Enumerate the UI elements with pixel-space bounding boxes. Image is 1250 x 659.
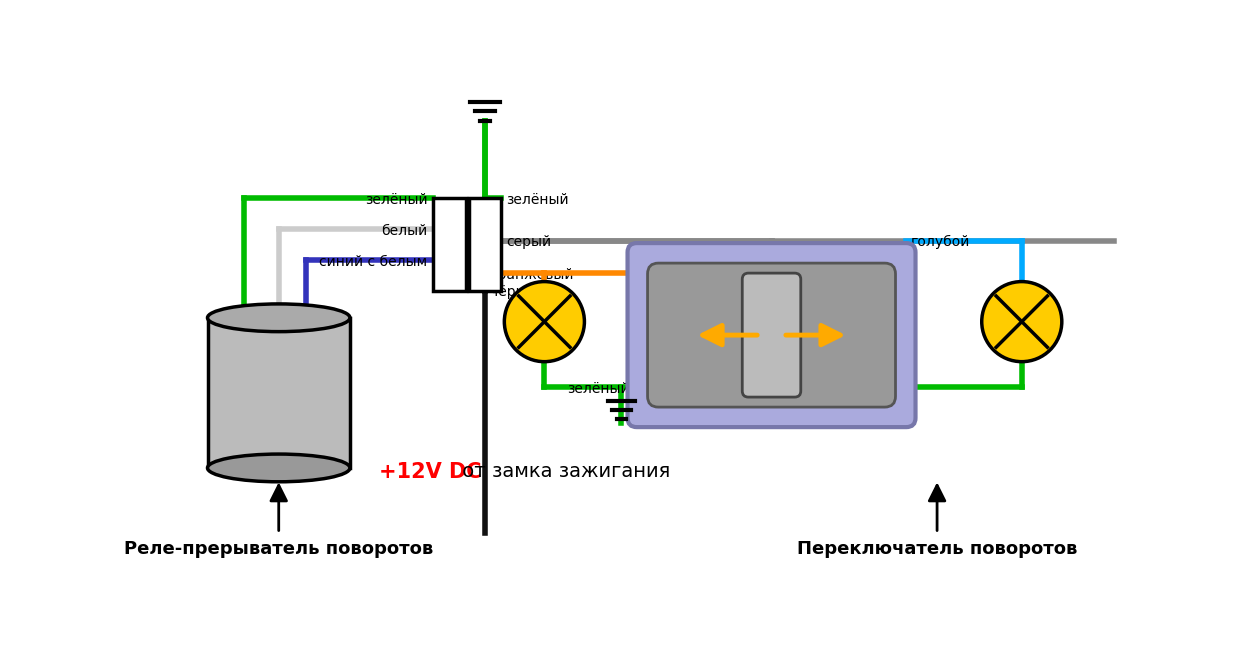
FancyBboxPatch shape (628, 243, 915, 427)
Text: чёрный: чёрный (490, 285, 545, 299)
Text: синий с белым: синий с белым (319, 254, 428, 269)
Bar (434, 198, 466, 291)
FancyBboxPatch shape (742, 273, 801, 397)
Bar (469, 198, 501, 291)
Text: Реле-прерыватель поворотов: Реле-прерыватель поворотов (124, 540, 434, 558)
Text: голубой: голубой (911, 235, 970, 249)
Circle shape (504, 281, 585, 362)
Ellipse shape (208, 454, 350, 482)
Text: зелёный: зелёный (506, 193, 569, 207)
Circle shape (981, 281, 1061, 362)
Text: серый: серый (506, 235, 551, 249)
Text: зелёный: зелёный (365, 193, 428, 207)
Bar (208, 318, 350, 468)
Text: зелёный: зелёный (568, 382, 630, 395)
Text: Переключатель поворотов: Переключатель поворотов (798, 540, 1078, 558)
Text: белый: белый (381, 224, 428, 238)
Text: оранжевый: оранжевый (490, 268, 574, 281)
Text: +12V DC: +12V DC (379, 462, 481, 482)
Ellipse shape (208, 304, 350, 331)
Text: от замка зажигания: от замка зажигания (456, 462, 670, 481)
FancyBboxPatch shape (648, 263, 895, 407)
